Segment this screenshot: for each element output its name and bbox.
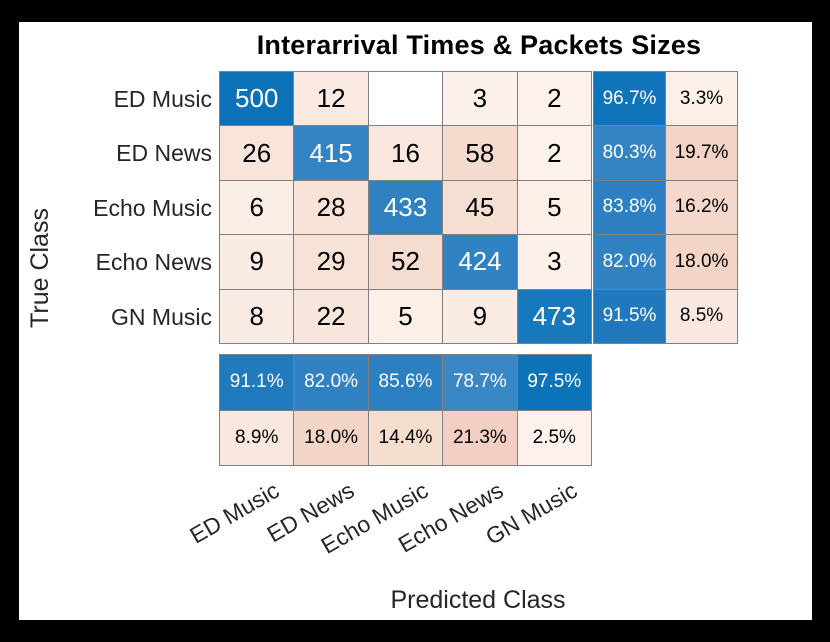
col-summary-correct-cell: 91.1%	[220, 355, 294, 410]
matrix-cell: 6	[220, 180, 294, 235]
row-summary-incorrect-cell: 3.3%	[666, 72, 737, 126]
matrix-cell: 2	[517, 72, 591, 126]
matrix-cell: 8	[220, 289, 294, 343]
row-summary-correct-cell: 91.5%	[594, 289, 665, 343]
confusion-matrix-grid: 500 12 3 2 26 415 16 58 2 6 28 433 45 5 9 29 52 424 3 8 22 5 9…	[219, 71, 592, 344]
matrix-cell: 433	[368, 180, 443, 235]
row-summary-grid: 96.7% 3.3% 80.3% 19.7% 83.8% 16.2% 82.0% 18.0% 9…	[593, 71, 738, 344]
col-summary-incorrect-cell: 14.4%	[368, 410, 443, 465]
y-tick-label: Echo Music	[93, 194, 212, 221]
col-summary-incorrect-cell: 21.3%	[443, 410, 517, 465]
matrix-cell: 26	[220, 126, 294, 180]
matrix-cell: 9	[220, 235, 294, 289]
matrix-cell: 5	[517, 180, 591, 235]
row-summary-correct-cell: 96.7%	[594, 72, 665, 126]
chart-title: Interarrival Times & Packets Sizes	[256, 30, 702, 60]
x-axis-label: Predicted Class	[390, 586, 566, 614]
row-summary-correct-cell: 83.8%	[594, 180, 665, 235]
col-summary-incorrect-cell: 8.9%	[220, 410, 294, 465]
matrix-cell: 3	[517, 235, 591, 289]
col-summary-incorrect-cell: 18.0%	[294, 410, 368, 465]
y-tick-label: ED News	[116, 140, 212, 167]
matrix-cell: 45	[443, 180, 517, 235]
matrix-cell	[368, 72, 443, 126]
col-summary-correct-cell: 97.5%	[517, 355, 591, 410]
matrix-cell: 424	[443, 235, 517, 289]
matrix-cell: 52	[368, 235, 443, 289]
row-summary-correct-cell: 80.3%	[594, 126, 665, 180]
matrix-cell: 28	[294, 180, 368, 235]
y-tick-label: ED Music	[113, 86, 212, 112]
matrix-cell: 12	[294, 72, 368, 126]
row-summary-correct-cell: 82.0%	[594, 235, 665, 289]
matrix-cell: 473	[517, 289, 591, 343]
y-axis-label: True Class	[26, 208, 54, 328]
y-tick-label: Echo News	[95, 249, 212, 276]
matrix-cell: 22	[294, 289, 368, 343]
matrix-cell: 2	[517, 126, 591, 180]
matrix-cell: 5	[368, 289, 443, 343]
col-summary-correct-cell: 82.0%	[294, 355, 368, 410]
col-summary-correct-cell: 78.7%	[443, 355, 517, 410]
matrix-cell: 415	[294, 126, 368, 180]
matrix-cell: 3	[443, 72, 517, 126]
col-summary-incorrect-cell: 2.5%	[517, 410, 591, 465]
col-summary-grid: 91.1% 82.0% 85.6% 78.7% 97.5% 8.9% 18.0% 14.4% 2…	[219, 354, 592, 466]
y-tick-label: GN Music	[111, 303, 212, 330]
row-summary-incorrect-cell: 16.2%	[666, 180, 737, 235]
matrix-cell: 500	[220, 72, 294, 126]
row-summary-incorrect-cell: 18.0%	[666, 235, 737, 289]
row-summary-incorrect-cell: 8.5%	[666, 289, 737, 343]
matrix-cell: 29	[294, 235, 368, 289]
matrix-cell: 16	[368, 126, 443, 180]
col-summary-correct-cell: 85.6%	[368, 355, 443, 410]
row-summary-incorrect-cell: 19.7%	[666, 126, 737, 180]
matrix-cell: 9	[443, 289, 517, 343]
matrix-cell: 58	[443, 126, 517, 180]
